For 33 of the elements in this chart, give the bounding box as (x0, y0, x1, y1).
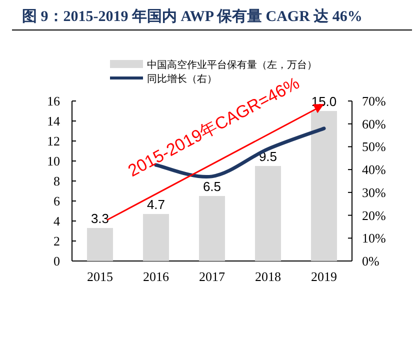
bar (199, 196, 225, 261)
y2-tick-label: 70% (362, 94, 386, 108)
y-tick-label: 14 (47, 114, 60, 128)
chart-title: 图 9：2015-2019 年国内 AWP 保有量 CAGR 达 46% (22, 8, 362, 25)
y-tick-label: 10 (47, 154, 60, 168)
bar (143, 214, 169, 261)
y2-tick-label: 0% (362, 254, 380, 268)
data-label: 6.5 (202, 179, 222, 194)
x-tick-label: 2019 (311, 269, 337, 284)
bar (87, 228, 113, 261)
y2-tick-label: 10% (362, 230, 386, 246)
y-tick-label: 12 (47, 134, 60, 148)
y2-tick-label: 60% (362, 116, 386, 132)
y-tick-label: 8 (54, 174, 60, 188)
y-tick-label: 0 (54, 254, 60, 268)
bar (255, 166, 281, 261)
legend-label: 同比增长（右） (147, 73, 217, 85)
y2-tick-label: 40% (362, 162, 386, 178)
data-label: 4.7 (146, 197, 166, 212)
y-tick-label: 2 (54, 234, 60, 248)
data-label: 3.3 (90, 211, 110, 226)
y2-tick-label: 30% (362, 184, 386, 200)
x-tick-label: 2018 (255, 269, 281, 284)
y-tick-label: 6 (54, 194, 60, 208)
x-tick-label: 2017 (199, 269, 226, 284)
y-tick-label: 4 (54, 214, 60, 228)
y2-tick-label: 20% (362, 208, 386, 223)
x-tick-label: 2015 (87, 269, 113, 284)
bar (311, 111, 337, 261)
legend-label: 中国高空作业平台保有量（左，万台） (147, 59, 317, 71)
x-tick-label: 2016 (143, 269, 170, 284)
y2-tick-label: 50% (362, 139, 386, 154)
y-tick-label: 16 (47, 94, 60, 108)
